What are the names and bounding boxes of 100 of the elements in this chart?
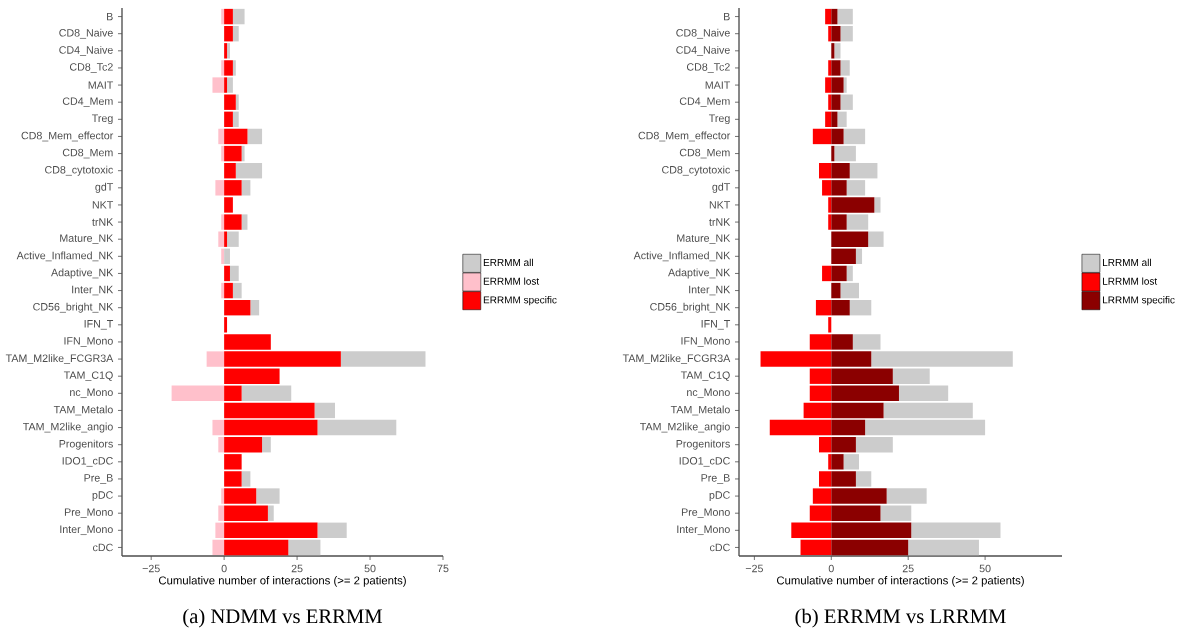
bar bbox=[224, 145, 242, 162]
legend-label: ERRMM specific bbox=[483, 296, 557, 306]
x-tick-label: 25 bbox=[291, 564, 303, 573]
y-tick-label: Inter_Mono bbox=[60, 525, 113, 536]
x-tick-label: 50 bbox=[979, 564, 991, 573]
bar bbox=[868, 231, 884, 247]
y-tick-label: Inter_NK bbox=[689, 285, 731, 296]
x-tick-label: 25 bbox=[902, 564, 914, 573]
bar bbox=[212, 419, 225, 436]
y-tick-label: Pre_B bbox=[84, 474, 113, 484]
y-tick-label: CD4_Mem bbox=[62, 97, 113, 107]
bar bbox=[828, 25, 832, 42]
bar bbox=[769, 419, 832, 436]
text: (a) NDMM vs ERRMM bbox=[183, 608, 383, 628]
text: (b) ERRMM vs LRRMM bbox=[795, 608, 1006, 628]
y-tick-label: Inter_NK bbox=[72, 285, 114, 296]
bar bbox=[898, 385, 949, 402]
bar bbox=[224, 402, 315, 419]
x-tick-label: 0 bbox=[221, 564, 227, 573]
y-tick-label: nc_Mono bbox=[687, 388, 730, 399]
bar bbox=[855, 436, 893, 453]
y-tick-label: Adaptive_NK bbox=[668, 268, 731, 279]
bar bbox=[831, 111, 838, 128]
bar bbox=[840, 282, 859, 299]
bar bbox=[224, 162, 236, 179]
bar bbox=[232, 282, 242, 299]
bar bbox=[818, 436, 832, 453]
y-tick-label: B bbox=[107, 12, 113, 21]
bar bbox=[224, 25, 233, 42]
bar bbox=[224, 539, 289, 556]
bar bbox=[221, 282, 225, 299]
bar bbox=[224, 436, 263, 453]
y-tick-label: trNK bbox=[709, 218, 731, 226]
y-tick-label: IDO1_cDC bbox=[679, 457, 730, 467]
bar bbox=[831, 25, 841, 42]
y-tick-label: CD4_Mem bbox=[679, 97, 730, 107]
bar bbox=[883, 402, 973, 419]
bar bbox=[317, 419, 397, 436]
y-tick-label: Treg bbox=[708, 114, 730, 125]
y-tick-label: CD8_cytotoxic bbox=[45, 165, 114, 176]
bar bbox=[227, 231, 239, 247]
x-tick-label: 0 bbox=[828, 564, 834, 573]
legend-label: LRRMM all bbox=[1103, 258, 1151, 267]
bar bbox=[218, 436, 225, 453]
x-axis-title: Cumulative number of interactions (>= 2 patients) bbox=[776, 576, 1024, 587]
bar bbox=[171, 385, 225, 402]
bar bbox=[241, 180, 251, 196]
y-tick-label: Treg bbox=[91, 114, 113, 125]
bar bbox=[831, 162, 850, 179]
y-tick-label: MAIT bbox=[88, 81, 114, 89]
bar bbox=[908, 539, 979, 556]
y-tick-label: Pre_B bbox=[701, 474, 730, 484]
bar bbox=[831, 299, 850, 316]
y-tick-label: CD8_cytotoxic bbox=[662, 165, 731, 176]
y-tick-label: TAM_C1Q bbox=[63, 371, 113, 381]
bar bbox=[831, 402, 884, 419]
y-tick-label: TAM_M2like_angio bbox=[23, 422, 113, 433]
y-tick-label: NKT bbox=[709, 201, 731, 209]
x-axis-title: Cumulative number of interactions (>= 2 patients) bbox=[158, 576, 406, 587]
bar bbox=[874, 197, 881, 213]
bar bbox=[241, 145, 245, 162]
bar bbox=[791, 522, 832, 539]
bar bbox=[818, 162, 832, 179]
bar bbox=[837, 8, 853, 25]
bar bbox=[809, 385, 832, 402]
bar bbox=[831, 539, 909, 556]
y-tick-label: TAM_C1Q bbox=[680, 371, 730, 381]
legend-label: LRRMM specific bbox=[1103, 296, 1175, 306]
bar bbox=[831, 8, 838, 25]
bar bbox=[224, 419, 318, 436]
y-tick-label: Mature_NK bbox=[60, 234, 114, 244]
y-tick-label: CD8_Mem_effector bbox=[21, 131, 114, 142]
bar bbox=[846, 180, 866, 196]
y-tick-label: TAM_M2like_angio bbox=[640, 422, 730, 433]
y-tick-label: CD8_Tc2 bbox=[686, 63, 730, 73]
bar bbox=[241, 385, 292, 402]
bar bbox=[831, 265, 847, 282]
bar bbox=[803, 402, 832, 419]
bar bbox=[317, 522, 347, 539]
y-tick-label: TAM_Metalo bbox=[670, 405, 730, 416]
bar bbox=[846, 214, 869, 230]
bar bbox=[224, 111, 233, 128]
legend-label: ERRMM all bbox=[483, 258, 533, 267]
y-tick-label: gdT bbox=[95, 182, 114, 193]
bar bbox=[837, 111, 847, 128]
y-tick-label: trNK bbox=[92, 218, 114, 226]
y-tick-label: CD4_Naive bbox=[59, 45, 113, 56]
y-tick-label: Mature_NK bbox=[677, 234, 731, 244]
bar bbox=[840, 25, 853, 42]
bar bbox=[224, 248, 230, 265]
y-tick-label: gdT bbox=[712, 182, 731, 193]
y-tick-label: nc_Mono bbox=[70, 388, 113, 399]
bar bbox=[831, 385, 899, 402]
y-tick-label: Active_Inflamed_NK bbox=[16, 251, 114, 262]
x-tick-label: 75 bbox=[437, 564, 449, 573]
y-tick-label: Pre_Mono bbox=[64, 508, 113, 518]
bar bbox=[831, 436, 856, 453]
bar bbox=[221, 145, 225, 162]
bar bbox=[232, 8, 245, 25]
bar bbox=[247, 128, 263, 145]
